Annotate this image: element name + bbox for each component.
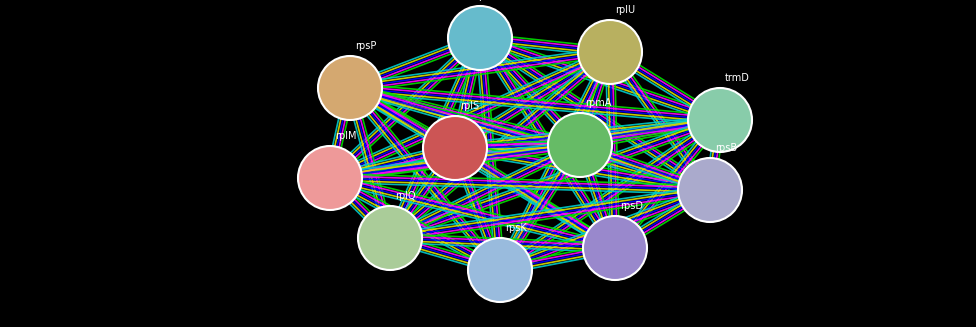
Circle shape <box>583 216 647 280</box>
Text: rplA: rplA <box>475 0 495 1</box>
Text: rpsP: rpsP <box>355 41 377 51</box>
Circle shape <box>318 56 382 120</box>
Circle shape <box>678 158 742 222</box>
Circle shape <box>468 238 532 302</box>
Text: rplS: rplS <box>460 101 479 111</box>
Text: rplQ: rplQ <box>395 191 416 201</box>
Circle shape <box>548 113 612 177</box>
Text: rplU: rplU <box>615 5 635 15</box>
Text: rpsB: rpsB <box>715 143 737 153</box>
Circle shape <box>298 146 362 210</box>
Text: trmD: trmD <box>725 73 750 83</box>
Text: rplM: rplM <box>335 131 356 141</box>
Circle shape <box>578 20 642 84</box>
Circle shape <box>688 88 752 152</box>
Text: rpmA: rpmA <box>585 98 611 108</box>
Circle shape <box>423 116 487 180</box>
Circle shape <box>448 6 512 70</box>
Circle shape <box>358 206 422 270</box>
Text: rpsK: rpsK <box>505 223 527 233</box>
Text: rpsD: rpsD <box>620 201 643 211</box>
